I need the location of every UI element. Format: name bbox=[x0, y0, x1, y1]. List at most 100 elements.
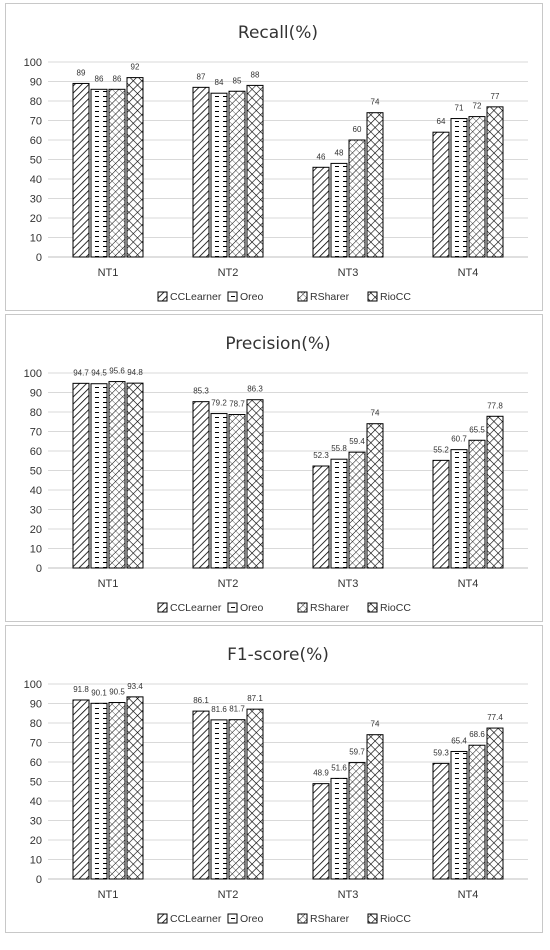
bar bbox=[108, 702, 126, 880]
data-label: 86.3 bbox=[247, 385, 263, 394]
y-tick-label: 100 bbox=[24, 57, 42, 69]
data-label: 90.1 bbox=[91, 688, 107, 697]
bar bbox=[486, 727, 504, 880]
y-tick-label: 80 bbox=[30, 718, 42, 730]
category-label: NT3 bbox=[338, 267, 359, 279]
y-tick-label: 0 bbox=[36, 563, 42, 575]
data-label: 55.2 bbox=[433, 445, 449, 454]
bar bbox=[486, 415, 504, 569]
bar bbox=[192, 401, 210, 569]
data-label: 72 bbox=[473, 102, 482, 111]
y-tick-label: 50 bbox=[30, 777, 42, 789]
data-label: 86 bbox=[113, 74, 122, 83]
legend-swatch bbox=[367, 291, 378, 302]
bar bbox=[210, 92, 228, 258]
y-tick-label: 30 bbox=[30, 505, 42, 517]
data-label: 84 bbox=[215, 78, 224, 87]
bar bbox=[366, 734, 384, 880]
bar bbox=[312, 465, 330, 569]
bar bbox=[348, 451, 366, 569]
chart-panel-f1: F1-score(%) 0 10 20 30 40 50 60 70 80 90 100 91.8 90.… bbox=[5, 625, 543, 933]
data-label: 79.2 bbox=[211, 399, 227, 408]
y-tick-label: 20 bbox=[30, 835, 42, 847]
y-tick-label: 90 bbox=[30, 77, 42, 89]
bar bbox=[228, 719, 246, 880]
category-label: NT4 bbox=[458, 267, 479, 279]
bar bbox=[90, 383, 108, 569]
bar bbox=[468, 116, 486, 258]
data-label: 48.9 bbox=[313, 769, 329, 778]
category-label: NT3 bbox=[338, 578, 359, 590]
bar bbox=[108, 381, 126, 569]
y-tick-label: 70 bbox=[30, 116, 42, 128]
bar bbox=[312, 783, 330, 880]
legend-swatch bbox=[227, 602, 238, 613]
legend-label: RioCC bbox=[380, 913, 411, 925]
data-label: 88 bbox=[251, 70, 260, 79]
legend-swatch bbox=[297, 291, 308, 302]
data-label: 65.4 bbox=[451, 736, 467, 745]
y-tick-label: 30 bbox=[30, 816, 42, 828]
data-label: 81.6 bbox=[211, 705, 227, 714]
legend-swatch bbox=[227, 913, 238, 924]
legend-swatch bbox=[157, 913, 168, 924]
legend-label: Oreo bbox=[240, 913, 264, 925]
chart-panel-recall: Recall(%) 0 10 20 30 40 50 60 70 80 90 100 89 86 86 92 N… bbox=[5, 3, 543, 311]
y-tick-label: 60 bbox=[30, 757, 42, 769]
data-label: 48 bbox=[335, 148, 344, 157]
legend-label: Oreo bbox=[240, 291, 264, 303]
y-tick-label: 90 bbox=[30, 699, 42, 711]
legend-label: RSharer bbox=[310, 913, 350, 925]
data-label: 60.7 bbox=[451, 435, 467, 444]
data-label: 74 bbox=[371, 409, 380, 418]
data-label: 71 bbox=[455, 104, 464, 113]
y-tick-label: 10 bbox=[30, 855, 42, 867]
y-tick-label: 10 bbox=[30, 544, 42, 556]
bar bbox=[246, 708, 264, 880]
category-label: NT4 bbox=[458, 578, 479, 590]
bar bbox=[108, 88, 126, 258]
y-tick-label: 90 bbox=[30, 388, 42, 400]
data-label: 77 bbox=[491, 92, 500, 101]
category-label: NT2 bbox=[218, 578, 239, 590]
bar bbox=[348, 139, 366, 258]
bar bbox=[246, 399, 264, 569]
y-tick-label: 60 bbox=[30, 446, 42, 458]
category-label: NT1 bbox=[98, 889, 119, 901]
data-label: 92 bbox=[131, 63, 140, 72]
y-tick-label: 80 bbox=[30, 407, 42, 419]
legend-label: Oreo bbox=[240, 602, 264, 614]
data-label: 94.7 bbox=[73, 368, 89, 377]
bar bbox=[72, 699, 90, 880]
legend-label: CCLearner bbox=[170, 913, 222, 925]
bar bbox=[366, 423, 384, 569]
legend-swatch bbox=[297, 913, 308, 924]
data-label: 55.8 bbox=[331, 444, 347, 453]
data-label: 87.1 bbox=[247, 694, 263, 703]
bar bbox=[210, 413, 228, 569]
data-label: 95.6 bbox=[109, 367, 125, 376]
y-tick-label: 20 bbox=[30, 524, 42, 536]
data-label: 86.1 bbox=[193, 696, 209, 705]
bar bbox=[312, 166, 330, 258]
legend-swatch bbox=[227, 291, 238, 302]
chart-title: F1-score(%) bbox=[227, 645, 329, 665]
y-tick-label: 0 bbox=[36, 252, 42, 264]
data-label: 89 bbox=[77, 68, 86, 77]
y-tick-label: 50 bbox=[30, 466, 42, 478]
chart-title: Recall(%) bbox=[238, 23, 318, 43]
bar bbox=[486, 106, 504, 258]
legend-label: RSharer bbox=[310, 291, 350, 303]
bar bbox=[330, 777, 348, 880]
bar bbox=[126, 382, 144, 569]
bar bbox=[450, 118, 468, 258]
chart-panel-precision: Precision(%) 0 10 20 30 40 50 60 70 80 90 100 94.7 94… bbox=[5, 314, 543, 622]
category-label: NT1 bbox=[98, 267, 119, 279]
chart-title: Precision(%) bbox=[225, 334, 330, 354]
bar bbox=[432, 131, 450, 258]
bar bbox=[228, 414, 246, 569]
data-label: 85.3 bbox=[193, 387, 209, 396]
data-label: 94.5 bbox=[91, 369, 107, 378]
